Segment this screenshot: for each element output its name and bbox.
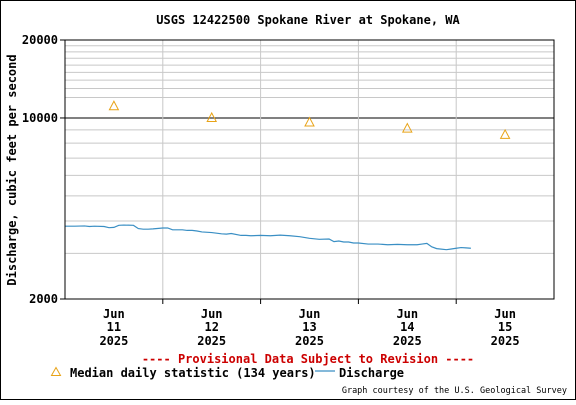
x-tick-label-date: 15: [498, 320, 512, 334]
legend-discharge-label: Discharge: [339, 366, 404, 380]
chart-title: USGS 12422500 Spokane River at Spokane, …: [156, 13, 460, 27]
x-tick-label-year: 2025: [99, 334, 128, 348]
x-tick-label-date: 14: [400, 320, 414, 334]
x-tick-label-month: Jun: [396, 307, 418, 321]
grid: [65, 40, 554, 299]
plot-area-border: [64, 39, 555, 300]
x-tick-label-date: 13: [302, 320, 316, 334]
x-tick-label-month: Jun: [201, 307, 223, 321]
x-tick-label-date: 12: [204, 320, 218, 334]
median-point: [108, 100, 120, 111]
y-tick-label: 10000: [22, 111, 58, 125]
x-tick-label-year: 2025: [197, 334, 226, 348]
x-tick-label-month: Jun: [494, 307, 516, 321]
y-ticks: 20000 10000 2000: [22, 33, 65, 306]
median-point: [499, 128, 511, 139]
x-tick-label-year: 2025: [295, 334, 324, 348]
median-point: [304, 116, 315, 127]
x-ticks: Jun112025Jun122025Jun132025Jun142025Jun1…: [99, 299, 520, 348]
discharge-line: [65, 224, 471, 251]
x-tick-label-month: Jun: [103, 307, 125, 321]
y-tick-label: 20000: [22, 33, 58, 47]
legend-median-icon: [50, 366, 62, 376]
median-point: [206, 111, 218, 122]
credit-text: Graph courtesy of the U.S. Geological Su…: [342, 386, 567, 396]
series: [65, 100, 511, 251]
x-tick-label-year: 2025: [491, 334, 520, 348]
provisional-notice: ---- Provisional Data Subject to Revisio…: [142, 352, 474, 366]
legend-median-label: Median daily statistic (134 years): [70, 366, 316, 380]
x-tick-label-month: Jun: [299, 307, 321, 321]
median-point: [401, 122, 413, 133]
x-tick-label-date: 11: [107, 320, 121, 334]
x-tick-label-year: 2025: [393, 334, 422, 348]
y-tick-label: 2000: [29, 292, 58, 306]
y-axis-label: Discharge, cubic feet per second: [5, 54, 19, 285]
